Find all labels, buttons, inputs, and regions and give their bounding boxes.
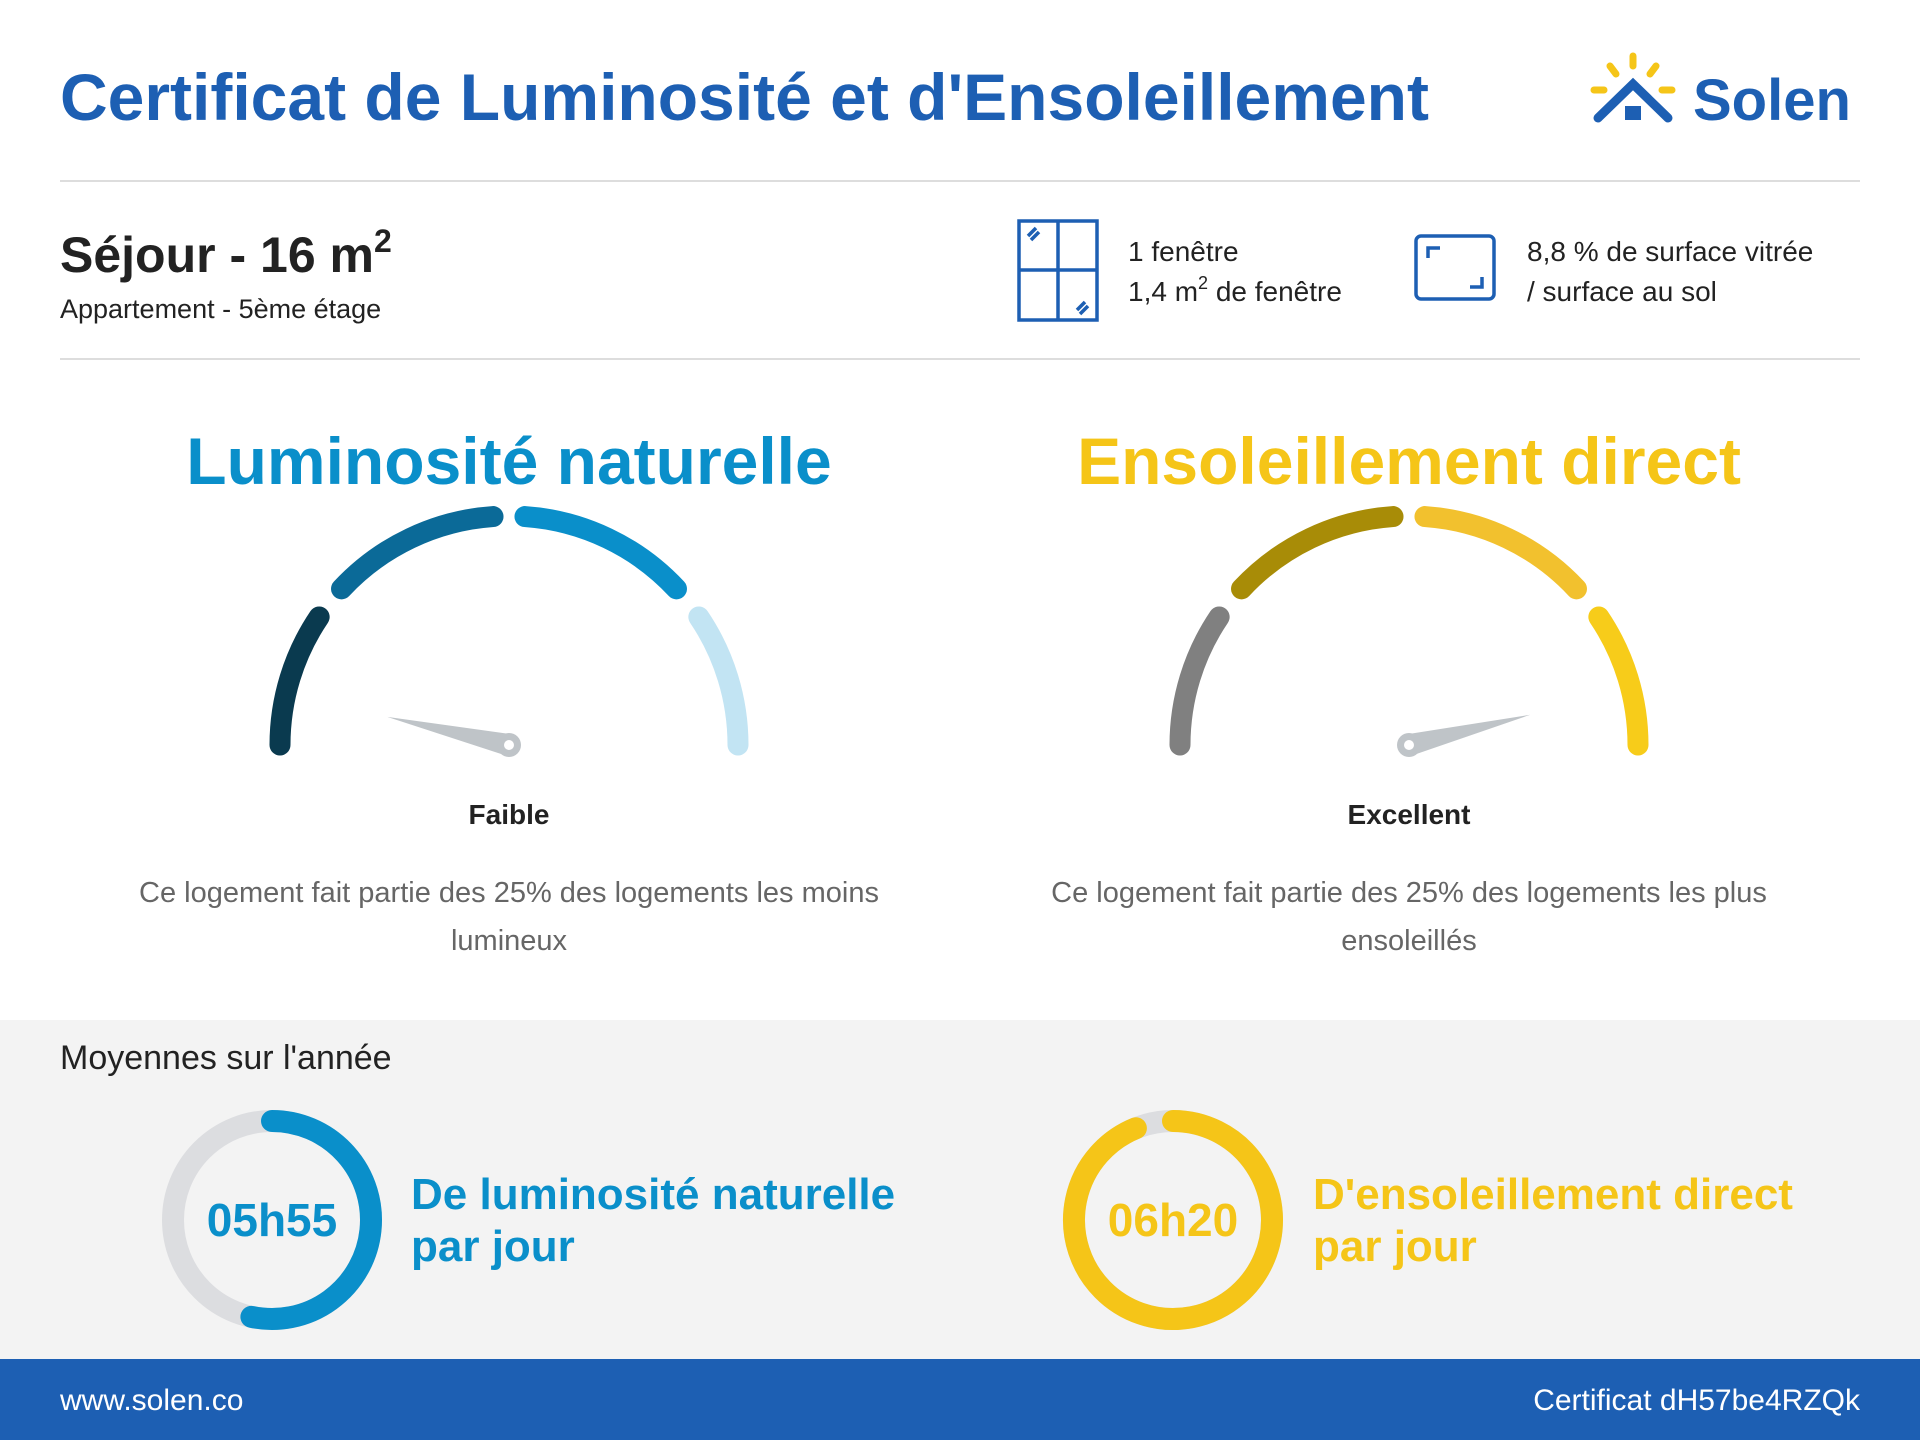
luminosity-desc: lumineux (451, 925, 568, 957)
rings (162, 1110, 1283, 1330)
gauge-segment (1169, 606, 1230, 756)
room-name: Séjour - 16 m2 (60, 223, 392, 283)
sunshine-time: 06h20 (1108, 1194, 1238, 1246)
sunshine-title: Ensoleillement direct (1077, 424, 1741, 498)
gauges (269, 506, 1649, 757)
averages-title: Moyennes sur l'année (60, 1039, 392, 1077)
sunshine-desc: Ce logement fait partie des 25% des loge… (1051, 877, 1767, 909)
sunshine-rating: Excellent (1348, 799, 1471, 830)
window-icon (1017, 219, 1099, 322)
gauge-needle (387, 716, 512, 756)
luminosity-desc: Ce logement fait partie des 25% des loge… (139, 877, 879, 909)
gauge-segment (331, 506, 504, 600)
luminosity-rating: Faible (469, 799, 550, 830)
room-name-text: Séjour - 16 m (60, 227, 374, 283)
luminosity-title: Luminosité naturelle (186, 424, 831, 498)
title: Certificat de Luminosité et d'Ensoleille… (60, 60, 1429, 134)
windows-area-b: de fenêtre (1208, 276, 1342, 307)
ring-progress (240, 1110, 382, 1330)
luminosity-avg-label: par jour (411, 1222, 575, 1271)
windows-area-sup: 2 (1198, 273, 1208, 293)
gauge-segment (1588, 606, 1649, 756)
sunshine-desc: ensoleillés (1341, 925, 1476, 957)
sunshine-avg-label: D'ensoleillement direct (1313, 1170, 1793, 1219)
footer-certificate: Certificat dH57be4RZQk (1533, 1384, 1861, 1417)
surface-icon (1414, 234, 1496, 301)
room-name-sup: 2 (374, 223, 392, 259)
footer (0, 1359, 1920, 1440)
gauge-segment (514, 506, 687, 600)
surface-line2: / surface au sol (1527, 276, 1717, 307)
footer-url: www.solen.co (59, 1384, 243, 1417)
windows-area: 1,4 m2 de fenêtre (1128, 273, 1342, 307)
gauge-needle (1406, 714, 1531, 756)
logo-text: Solen (1693, 68, 1851, 133)
sunshine-avg-label: par jour (1313, 1222, 1477, 1271)
logo-icon (1590, 52, 1676, 123)
gauge-segment (688, 606, 749, 756)
gauge-segment (1231, 506, 1404, 600)
luminosity-time: 05h55 (207, 1194, 337, 1246)
gauge-segment (1414, 506, 1587, 600)
windows-area-a: 1,4 m (1128, 276, 1198, 307)
gauge-pivot-dot (504, 740, 514, 750)
ring-progress (1063, 1110, 1283, 1330)
luminosity-avg-label: De luminosité naturelle (411, 1170, 895, 1219)
room-subtitle: Appartement - 5ème étage (60, 294, 381, 324)
surface-line1: 8,8 % de surface vitrée (1527, 236, 1813, 267)
windows-count: 1 fenêtre (1128, 236, 1239, 267)
gauge-segment (269, 606, 330, 756)
gauge-pivot-dot (1404, 740, 1414, 750)
